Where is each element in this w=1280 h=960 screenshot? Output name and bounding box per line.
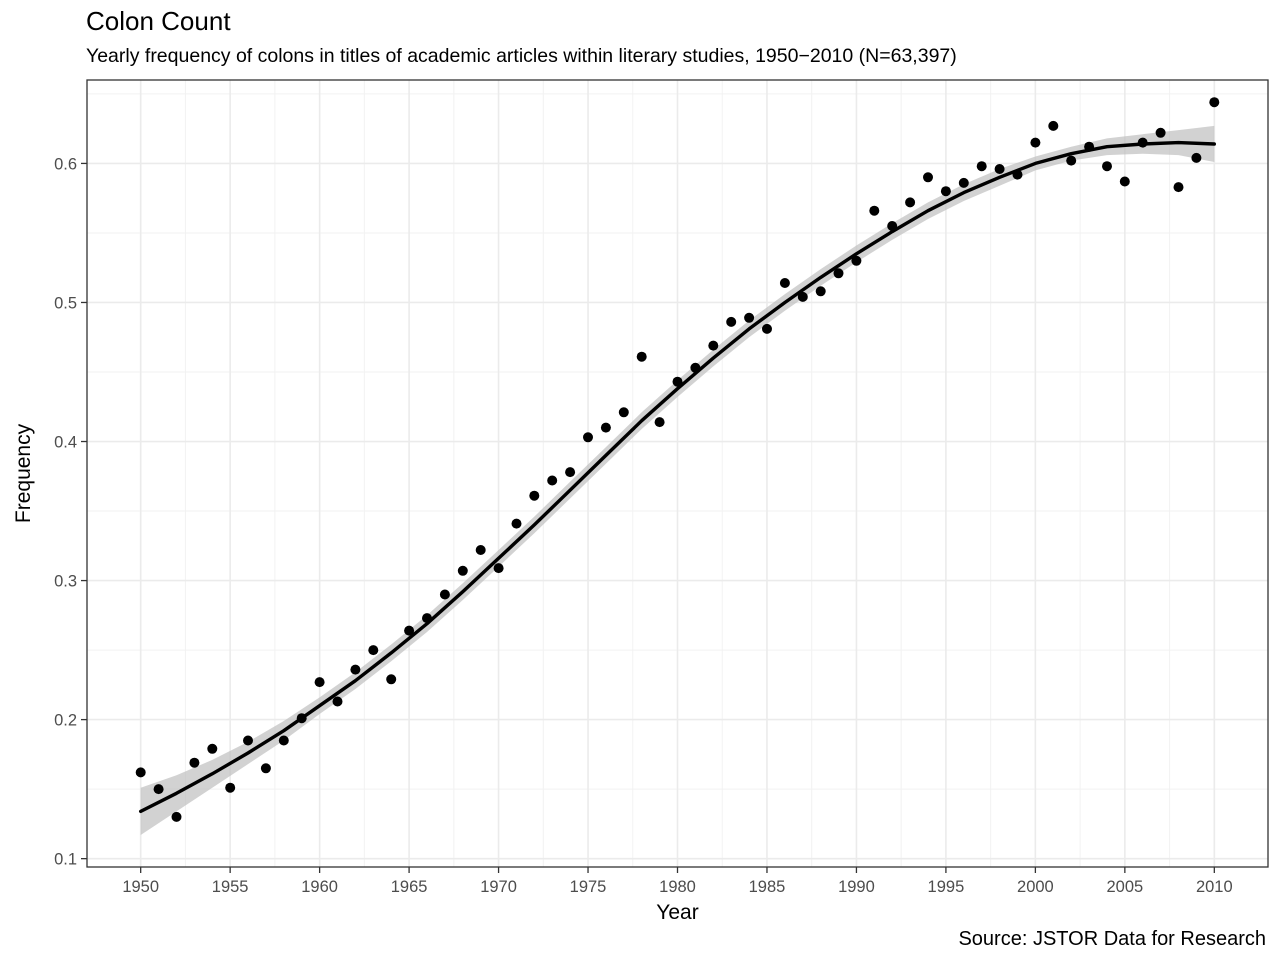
x-axis-title: Year (656, 901, 698, 924)
smooth-line-layer (138, 140, 1217, 814)
data-point (475, 545, 486, 555)
y-tick-label: 0.4 (54, 434, 77, 452)
data-point (887, 221, 898, 231)
data-point (457, 565, 468, 576)
data-point (368, 645, 379, 656)
data-point (1137, 137, 1148, 148)
data-point (797, 291, 808, 302)
data-point (1102, 161, 1112, 172)
data-point (583, 432, 593, 443)
data-point (1048, 120, 1059, 131)
data-point (958, 177, 969, 188)
data-point (690, 362, 701, 373)
data-point (153, 784, 164, 795)
data-point (940, 186, 951, 197)
data-point (332, 696, 343, 707)
data-point (243, 735, 253, 746)
data-point (905, 197, 916, 208)
x-tick-label: 1975 (570, 878, 607, 896)
data-point (189, 757, 200, 768)
y-axis-title: Frequency (12, 423, 35, 523)
data-point (672, 376, 683, 387)
x-tick-label: 2010 (1196, 878, 1233, 896)
y-tick-label: 0.5 (54, 294, 77, 312)
x-tick-label: 1980 (659, 878, 696, 896)
data-point (1066, 155, 1077, 166)
x-tick-label: 1985 (749, 878, 786, 896)
y-axis: 0.1 0.2 0.3 0.4 0.5 0.6 (54, 155, 87, 869)
data-point (1119, 176, 1130, 187)
data-point (350, 664, 361, 675)
x-tick-label: 1995 (928, 878, 965, 896)
data-point (869, 205, 880, 216)
x-tick-label: 1970 (480, 878, 517, 896)
data-point (404, 625, 415, 636)
data-point (726, 316, 737, 327)
data-point (278, 735, 289, 746)
smooth-trend-line (138, 140, 1217, 814)
data-point (171, 811, 182, 822)
y-tick-label: 0.2 (54, 712, 77, 730)
data-point (1209, 97, 1220, 108)
data-point (923, 172, 933, 183)
x-axis: 1950 1955 1960 1965 1970 1975 1980 1985 1990 1995… (122, 867, 1233, 896)
data-point (636, 351, 647, 362)
data-point (386, 674, 397, 685)
x-tick-label: 1990 (838, 878, 875, 896)
chart-subtitle: Yearly frequency of colons in titles of … (86, 45, 957, 67)
data-point (1173, 182, 1184, 193)
data-point (314, 677, 325, 688)
data-point (260, 763, 271, 774)
x-tick-label: 1950 (122, 878, 159, 896)
data-point (422, 613, 432, 624)
x-tick-label: 1955 (212, 878, 249, 896)
x-tick-label: 1960 (301, 878, 338, 896)
data-point (511, 518, 522, 529)
data-point (547, 475, 558, 486)
data-point (779, 278, 790, 288)
x-tick-label: 1965 (391, 878, 428, 896)
data-point (618, 407, 629, 418)
chart-title: Colon Count (86, 6, 231, 36)
data-point (207, 743, 218, 754)
x-tick-label: 2005 (1106, 878, 1143, 896)
y-tick-label: 0.6 (54, 155, 77, 173)
data-point (225, 782, 236, 793)
data-point (708, 340, 719, 351)
data-point (1012, 169, 1023, 180)
data-point (833, 268, 844, 279)
data-point (815, 286, 826, 297)
grid-major (87, 80, 1268, 867)
data-point (296, 713, 307, 724)
data-point (135, 767, 146, 778)
data-point (1030, 137, 1041, 148)
data-points-layer (135, 97, 1220, 822)
data-point (744, 312, 755, 323)
data-point (1191, 152, 1202, 163)
data-point (565, 467, 576, 478)
data-point (600, 422, 611, 433)
data-point (976, 161, 987, 172)
data-point (762, 323, 772, 334)
chart-caption: Source: JSTOR Data for Research (958, 928, 1266, 950)
x-tick-label: 2000 (1017, 878, 1054, 896)
data-point (1084, 141, 1095, 152)
y-tick-label: 0.1 (54, 851, 77, 869)
data-point (994, 164, 1005, 174)
data-point (493, 563, 504, 574)
data-point (1155, 127, 1166, 138)
data-point (654, 417, 665, 428)
y-tick-label: 0.3 (54, 573, 77, 591)
data-point (851, 255, 862, 266)
data-point (439, 589, 450, 600)
data-point (529, 490, 540, 501)
